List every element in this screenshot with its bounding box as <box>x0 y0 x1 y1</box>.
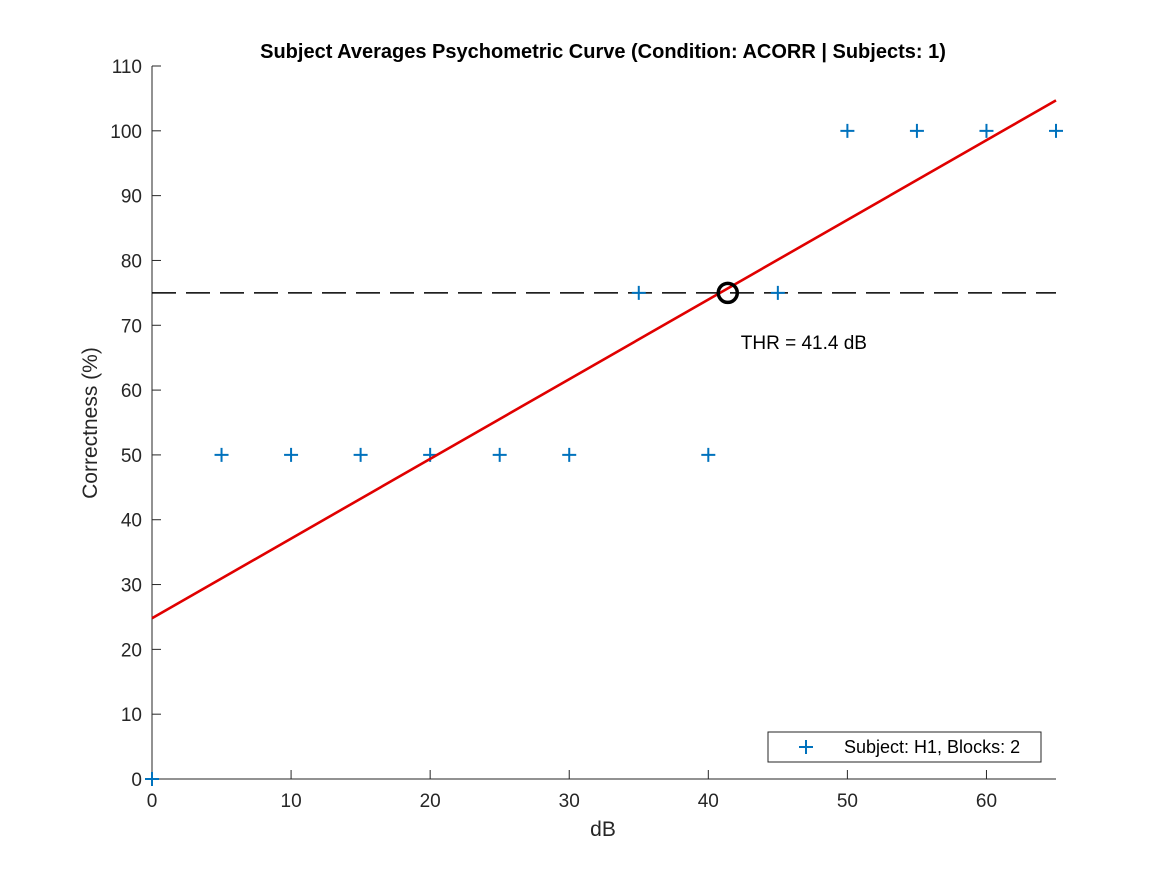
x-tick-label: 60 <box>976 791 997 812</box>
data-point <box>214 447 229 462</box>
data-points-layer <box>145 123 1063 786</box>
data-point <box>840 123 855 138</box>
y-tick-label: 110 <box>112 57 142 78</box>
y-tick-label: 80 <box>121 251 142 272</box>
threshold-marker <box>716 281 740 305</box>
data-point <box>770 285 785 300</box>
data-point <box>701 447 716 462</box>
legend-marker <box>799 740 813 754</box>
y-tick-label: 70 <box>121 316 142 337</box>
threshold-label: THR = 41.4 dB <box>741 333 867 354</box>
chart-title: Subject Averages Psychometric Curve (Con… <box>260 41 946 63</box>
data-point <box>1049 123 1063 138</box>
data-point <box>353 447 368 462</box>
x-axis-label: dB <box>590 818 616 841</box>
legend: Subject: H1, Blocks: 2 <box>767 731 1042 763</box>
y-tick-label: 90 <box>121 187 142 208</box>
y-tick-label: 50 <box>121 446 142 467</box>
data-point <box>979 123 994 138</box>
fit-line-layer <box>151 99 1057 620</box>
y-axis-label: Correctness (%) <box>79 347 102 499</box>
fit-line <box>151 99 1057 620</box>
x-tick-label: 30 <box>559 791 580 812</box>
data-point <box>145 772 159 786</box>
data-point <box>909 123 924 138</box>
y-tick-label: 60 <box>121 381 142 402</box>
x-tick-label: 50 <box>837 791 858 812</box>
legend-box <box>767 731 1042 763</box>
y-tick-label: 30 <box>121 576 142 597</box>
legend-label: Subject: H1, Blocks: 2 <box>844 737 1020 757</box>
axes: 0 10 20 30 40 50 60 0 10 20 30 40 50 60 70 80 90 100 110 <box>110 57 1056 812</box>
x-tick-label: 0 <box>147 791 158 812</box>
y-tick-label: 20 <box>121 640 142 661</box>
y-tick-label: 10 <box>121 705 142 726</box>
data-point <box>284 447 299 462</box>
data-point <box>492 447 507 462</box>
data-point <box>562 447 577 462</box>
data-point <box>631 285 646 300</box>
x-tick-label: 10 <box>281 791 302 812</box>
threshold-layer: THR = 41.4 dB <box>716 281 867 354</box>
y-tick-label: 40 <box>121 511 142 532</box>
y-tick-label: 100 <box>110 122 142 143</box>
x-tick-label: 40 <box>698 791 719 812</box>
x-tick-label: 20 <box>420 791 441 812</box>
y-tick-label: 0 <box>131 770 142 791</box>
